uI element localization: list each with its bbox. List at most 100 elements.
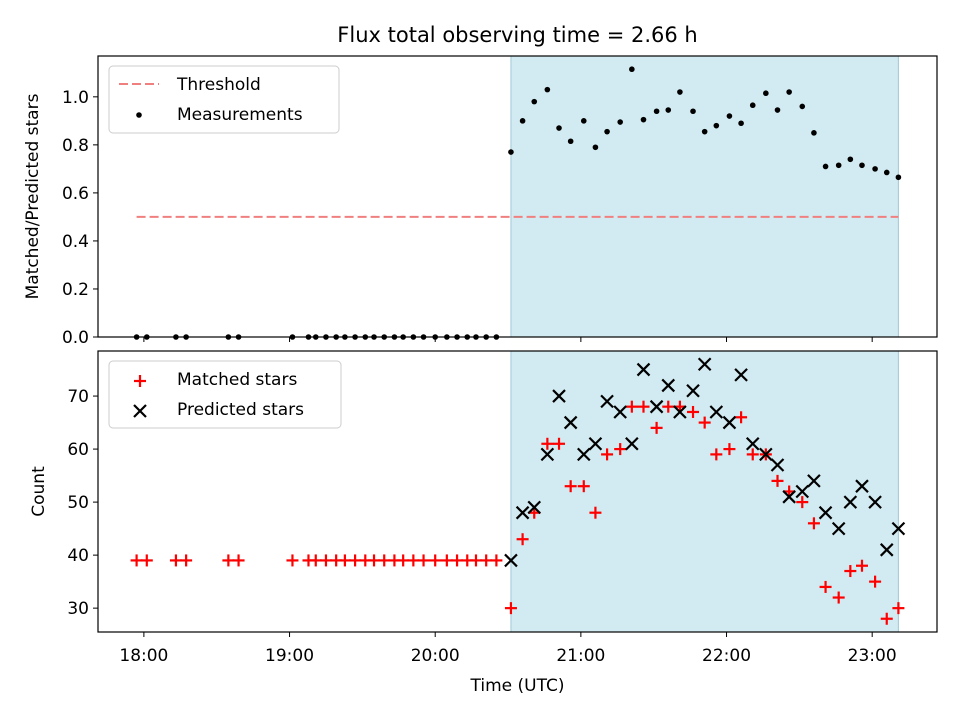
matched-star-point <box>614 443 627 456</box>
ratio-y-tick-label: 0.6 <box>62 184 89 204</box>
measurement-point <box>799 103 806 110</box>
predicted-star-point <box>686 383 700 398</box>
matched-star-point <box>309 554 322 567</box>
measurement-point <box>859 162 865 169</box>
matched-star-point <box>601 448 614 461</box>
matched-star-point <box>222 554 235 567</box>
matched-star-point <box>140 554 153 567</box>
measurement-point <box>640 116 647 123</box>
ratio-y-tick-label: 1.0 <box>62 88 89 108</box>
matched-star-point <box>687 405 700 418</box>
predicted-star-points <box>504 357 906 568</box>
count-x-tick-label: 20:00 <box>411 646 460 666</box>
measurement-point <box>665 107 672 113</box>
predicted-star-point <box>552 389 566 403</box>
predicted-star-point <box>600 394 614 409</box>
predicted-star-point <box>563 415 578 430</box>
predicted-star-point <box>818 505 833 520</box>
matched-star-point <box>469 554 482 567</box>
matched-star-point <box>319 554 332 567</box>
matched-star-point <box>746 448 759 461</box>
matched-star-points <box>130 400 905 625</box>
matched-star-point <box>855 559 868 572</box>
count-plot-panel: 30 40 50 60 70 18:00 19:00 20:00 21:00 22:00 23:0… <box>29 350 938 696</box>
matched-star-point <box>844 565 857 578</box>
predicted-star-point <box>588 437 603 451</box>
count-y-tick-label: 60 <box>67 440 89 460</box>
matched-star-point <box>869 575 882 588</box>
predicted-star-point <box>843 495 858 509</box>
predicted-star-point <box>734 368 748 382</box>
count-x-tick-label: 18:00 <box>119 646 168 666</box>
matched-star-point <box>880 612 893 625</box>
observing-window-shade <box>510 350 899 633</box>
matched-star-point <box>451 554 464 567</box>
matched-star-point <box>480 554 493 567</box>
ratio-y-tick-label: 0.2 <box>62 280 89 300</box>
matched-star-point <box>577 480 590 493</box>
matched-star-point <box>169 554 182 567</box>
measurement-point <box>556 125 562 131</box>
matched-star-point <box>553 437 566 450</box>
predicted-star-point <box>831 521 846 536</box>
measurement-point <box>713 122 720 129</box>
count-y-axis-label: Count <box>29 466 49 517</box>
measurement-point <box>567 138 574 145</box>
matched-star-point <box>349 554 362 567</box>
ratio-y-tick-label: 0.4 <box>62 232 89 252</box>
chart-title: Flux total observing time = 2.66 h <box>337 23 697 47</box>
predicted-star-point <box>504 553 518 568</box>
predicted-star-point <box>540 447 555 462</box>
measurement-point <box>872 166 878 172</box>
matched-star-point <box>771 474 784 487</box>
measurement-point <box>677 89 683 95</box>
observing-window-shade <box>510 55 899 338</box>
ratio-plot-panel: 0.0 0.2 0.4 0.6 0.8 1.0 Flux total observing … <box>23 23 938 348</box>
ratio-y-tick-label: 0.8 <box>62 136 89 156</box>
count-x-tick-label: 23:00 <box>848 646 897 666</box>
ratio-legend-box <box>108 65 340 134</box>
matched-star-point <box>637 400 650 413</box>
count-legend-box <box>108 360 342 429</box>
matched-star-point <box>564 480 577 493</box>
measurement-point <box>617 119 623 125</box>
ratio-x-ticks <box>143 337 873 342</box>
ratio-plot-frame <box>97 55 938 338</box>
measurement-point <box>738 120 744 127</box>
predicted-star-point <box>661 378 676 393</box>
matched-star-point <box>490 554 503 567</box>
predicted-star-point <box>576 447 591 462</box>
predicted-star-point <box>709 405 724 419</box>
measurement-point <box>774 107 781 113</box>
ratio-y-ticks: 0.0 0.2 0.4 0.6 0.8 1.0 <box>62 88 98 348</box>
count-plot-frame <box>97 350 938 633</box>
count-x-tick-label: 19:00 <box>265 646 314 666</box>
matched-star-point <box>819 580 832 593</box>
count-y-ticks: 30 40 50 60 70 <box>67 387 98 619</box>
matched-star-point <box>541 437 554 450</box>
predicted-star-point <box>636 362 651 377</box>
count-x-ticks: 18:00 19:00 20:00 21:00 22:00 23:00 <box>119 632 897 666</box>
matched-star-point <box>892 602 905 615</box>
legend-predicted-label: Predicted stars <box>177 400 304 420</box>
predicted-star-point <box>625 437 639 451</box>
measurement-point <box>895 174 902 181</box>
matched-star-point <box>735 411 748 424</box>
predicted-star-point <box>515 505 530 520</box>
measurement-point <box>701 128 708 135</box>
matched-star-point <box>662 400 675 413</box>
matched-star-point <box>723 443 736 456</box>
legend-predicted-swatch <box>133 404 147 418</box>
matched-star-point <box>516 533 529 546</box>
matched-star-point <box>232 554 245 567</box>
measurement-point <box>544 86 551 93</box>
matched-star-point <box>429 554 442 567</box>
predicted-star-point <box>879 543 894 557</box>
count-y-tick-label: 50 <box>67 493 89 513</box>
measurement-point <box>519 118 526 124</box>
matched-star-point <box>407 554 420 567</box>
matched-star-point <box>710 448 723 461</box>
matched-star-point <box>625 400 638 413</box>
matched-star-point <box>504 602 517 615</box>
predicted-star-point <box>673 405 687 419</box>
